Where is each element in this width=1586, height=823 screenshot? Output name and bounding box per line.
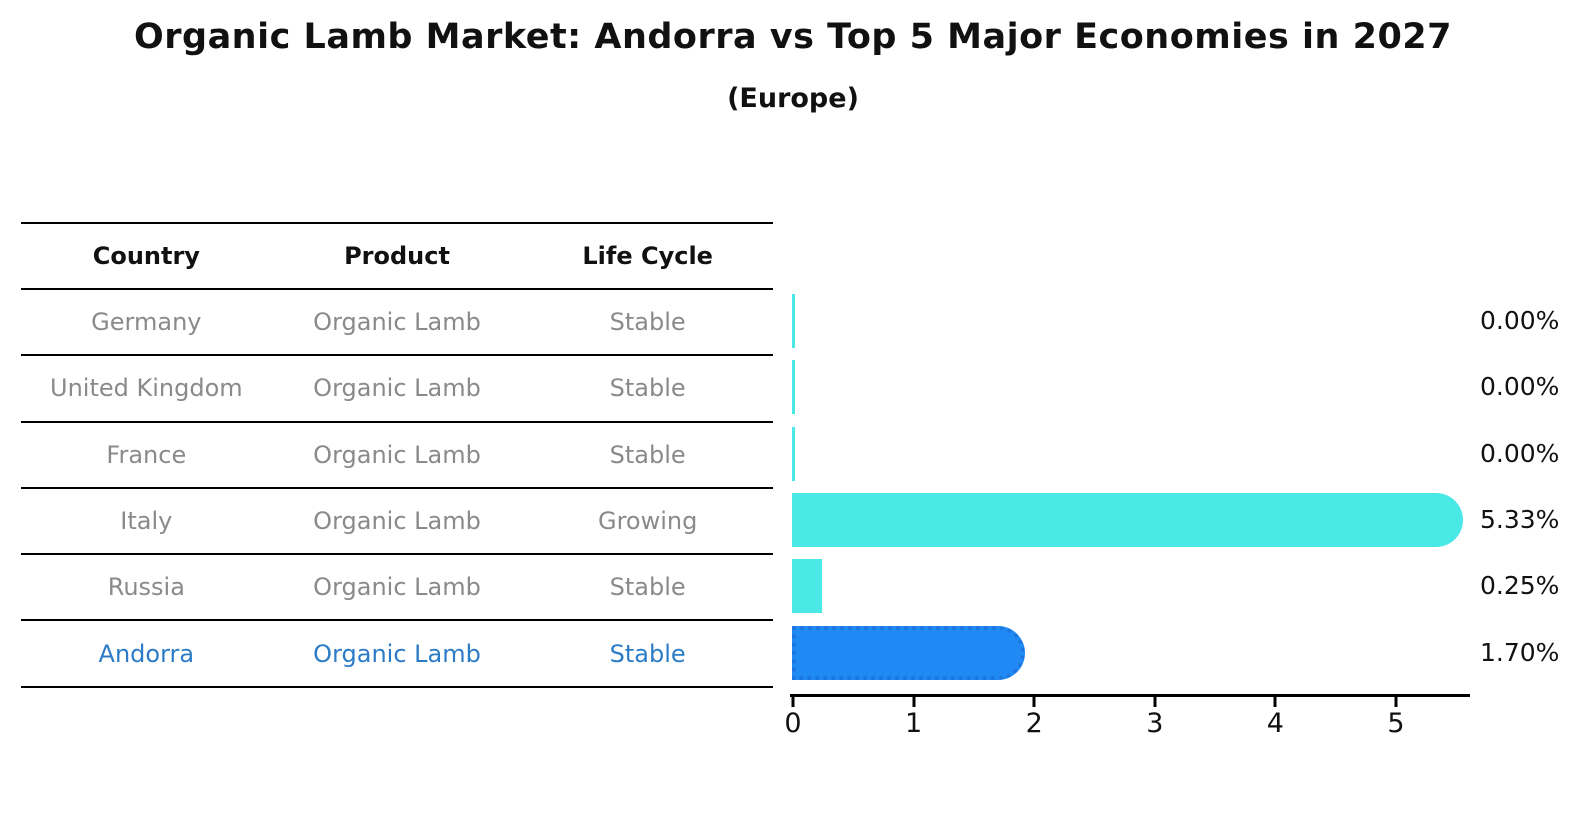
- cell-product: Organic Lamb: [313, 308, 481, 337]
- cell-country: United Kingdom: [50, 374, 243, 403]
- table-row-highlighted: Andorra Organic Lamb Stable: [21, 621, 773, 688]
- cell-product: Organic Lamb: [313, 573, 481, 602]
- table-row: United Kingdom Organic Lamb Stable: [21, 356, 773, 423]
- bar-united-kingdom: [792, 360, 795, 415]
- cell-country: Germany: [91, 308, 202, 337]
- table-row: Germany Organic Lamb Stable: [21, 290, 773, 357]
- bar-value-label: 0.00%: [1480, 372, 1560, 402]
- cell-country: Andorra: [98, 639, 195, 668]
- table-header-row: Country Product Life Cycle: [21, 224, 773, 290]
- x-axis-tick-label: 5: [1387, 708, 1405, 739]
- bar-value-label: 0.25%: [1480, 571, 1560, 601]
- cell-country: Italy: [120, 507, 173, 536]
- column-header-life-cycle: Life Cycle: [582, 242, 713, 270]
- bar-germany: [792, 294, 795, 348]
- table-row: Italy Organic Lamb Growing: [21, 489, 773, 556]
- cell-country: France: [106, 440, 187, 469]
- cell-life-cycle: Stable: [609, 374, 686, 403]
- x-axis-tick-label: 0: [784, 708, 802, 739]
- bar-russia: [792, 559, 823, 614]
- bar-value-label: 5.33%: [1480, 504, 1560, 534]
- cell-product: Organic Lamb: [313, 374, 481, 403]
- x-axis-line: [790, 694, 1470, 697]
- x-axis-tick: [791, 694, 795, 707]
- cell-product: Organic Lamb: [313, 440, 481, 469]
- x-axis-tick: [912, 694, 916, 707]
- table-row: France Organic Lamb Stable: [21, 423, 773, 489]
- country-table: Country Product Life Cycle Germany Organ…: [21, 222, 773, 688]
- bar-value-label: 0.00%: [1480, 438, 1560, 468]
- bar-france: [792, 426, 795, 481]
- x-axis-tick-label: 2: [1025, 708, 1043, 739]
- cell-life-cycle: Stable: [609, 308, 686, 337]
- x-axis-tick-label: 3: [1146, 708, 1164, 739]
- cell-life-cycle: Stable: [609, 639, 686, 668]
- x-axis-tick: [1032, 694, 1036, 707]
- x-axis-tick: [1273, 694, 1277, 707]
- x-axis-tick: [1394, 694, 1398, 707]
- cell-life-cycle: Stable: [609, 573, 686, 602]
- bar-andorra: [792, 625, 1026, 680]
- cell-life-cycle: Growing: [597, 507, 698, 536]
- cell-life-cycle: Stable: [609, 440, 686, 469]
- cell-product: Organic Lamb: [313, 639, 481, 668]
- bar-italy: [792, 492, 1463, 547]
- chart-subtitle: (Europe): [727, 83, 859, 114]
- chart-title: Organic Lamb Market: Andorra vs Top 5 Ma…: [134, 17, 1452, 57]
- cell-product: Organic Lamb: [313, 507, 481, 536]
- x-axis-tick-label: 1: [905, 708, 923, 739]
- column-header-product: Product: [344, 242, 450, 270]
- bar-value-label: 1.70%: [1480, 637, 1560, 667]
- bar-plot: 0 1 2 3 4 5: [784, 288, 1470, 739]
- cell-country: Russia: [107, 573, 185, 602]
- x-axis-tick: [1153, 694, 1157, 707]
- table-row: Russia Organic Lamb Stable: [21, 555, 773, 622]
- column-header-country: Country: [92, 242, 200, 270]
- x-axis-tick-label: 4: [1266, 708, 1284, 739]
- bar-value-label: 0.00%: [1480, 306, 1560, 335]
